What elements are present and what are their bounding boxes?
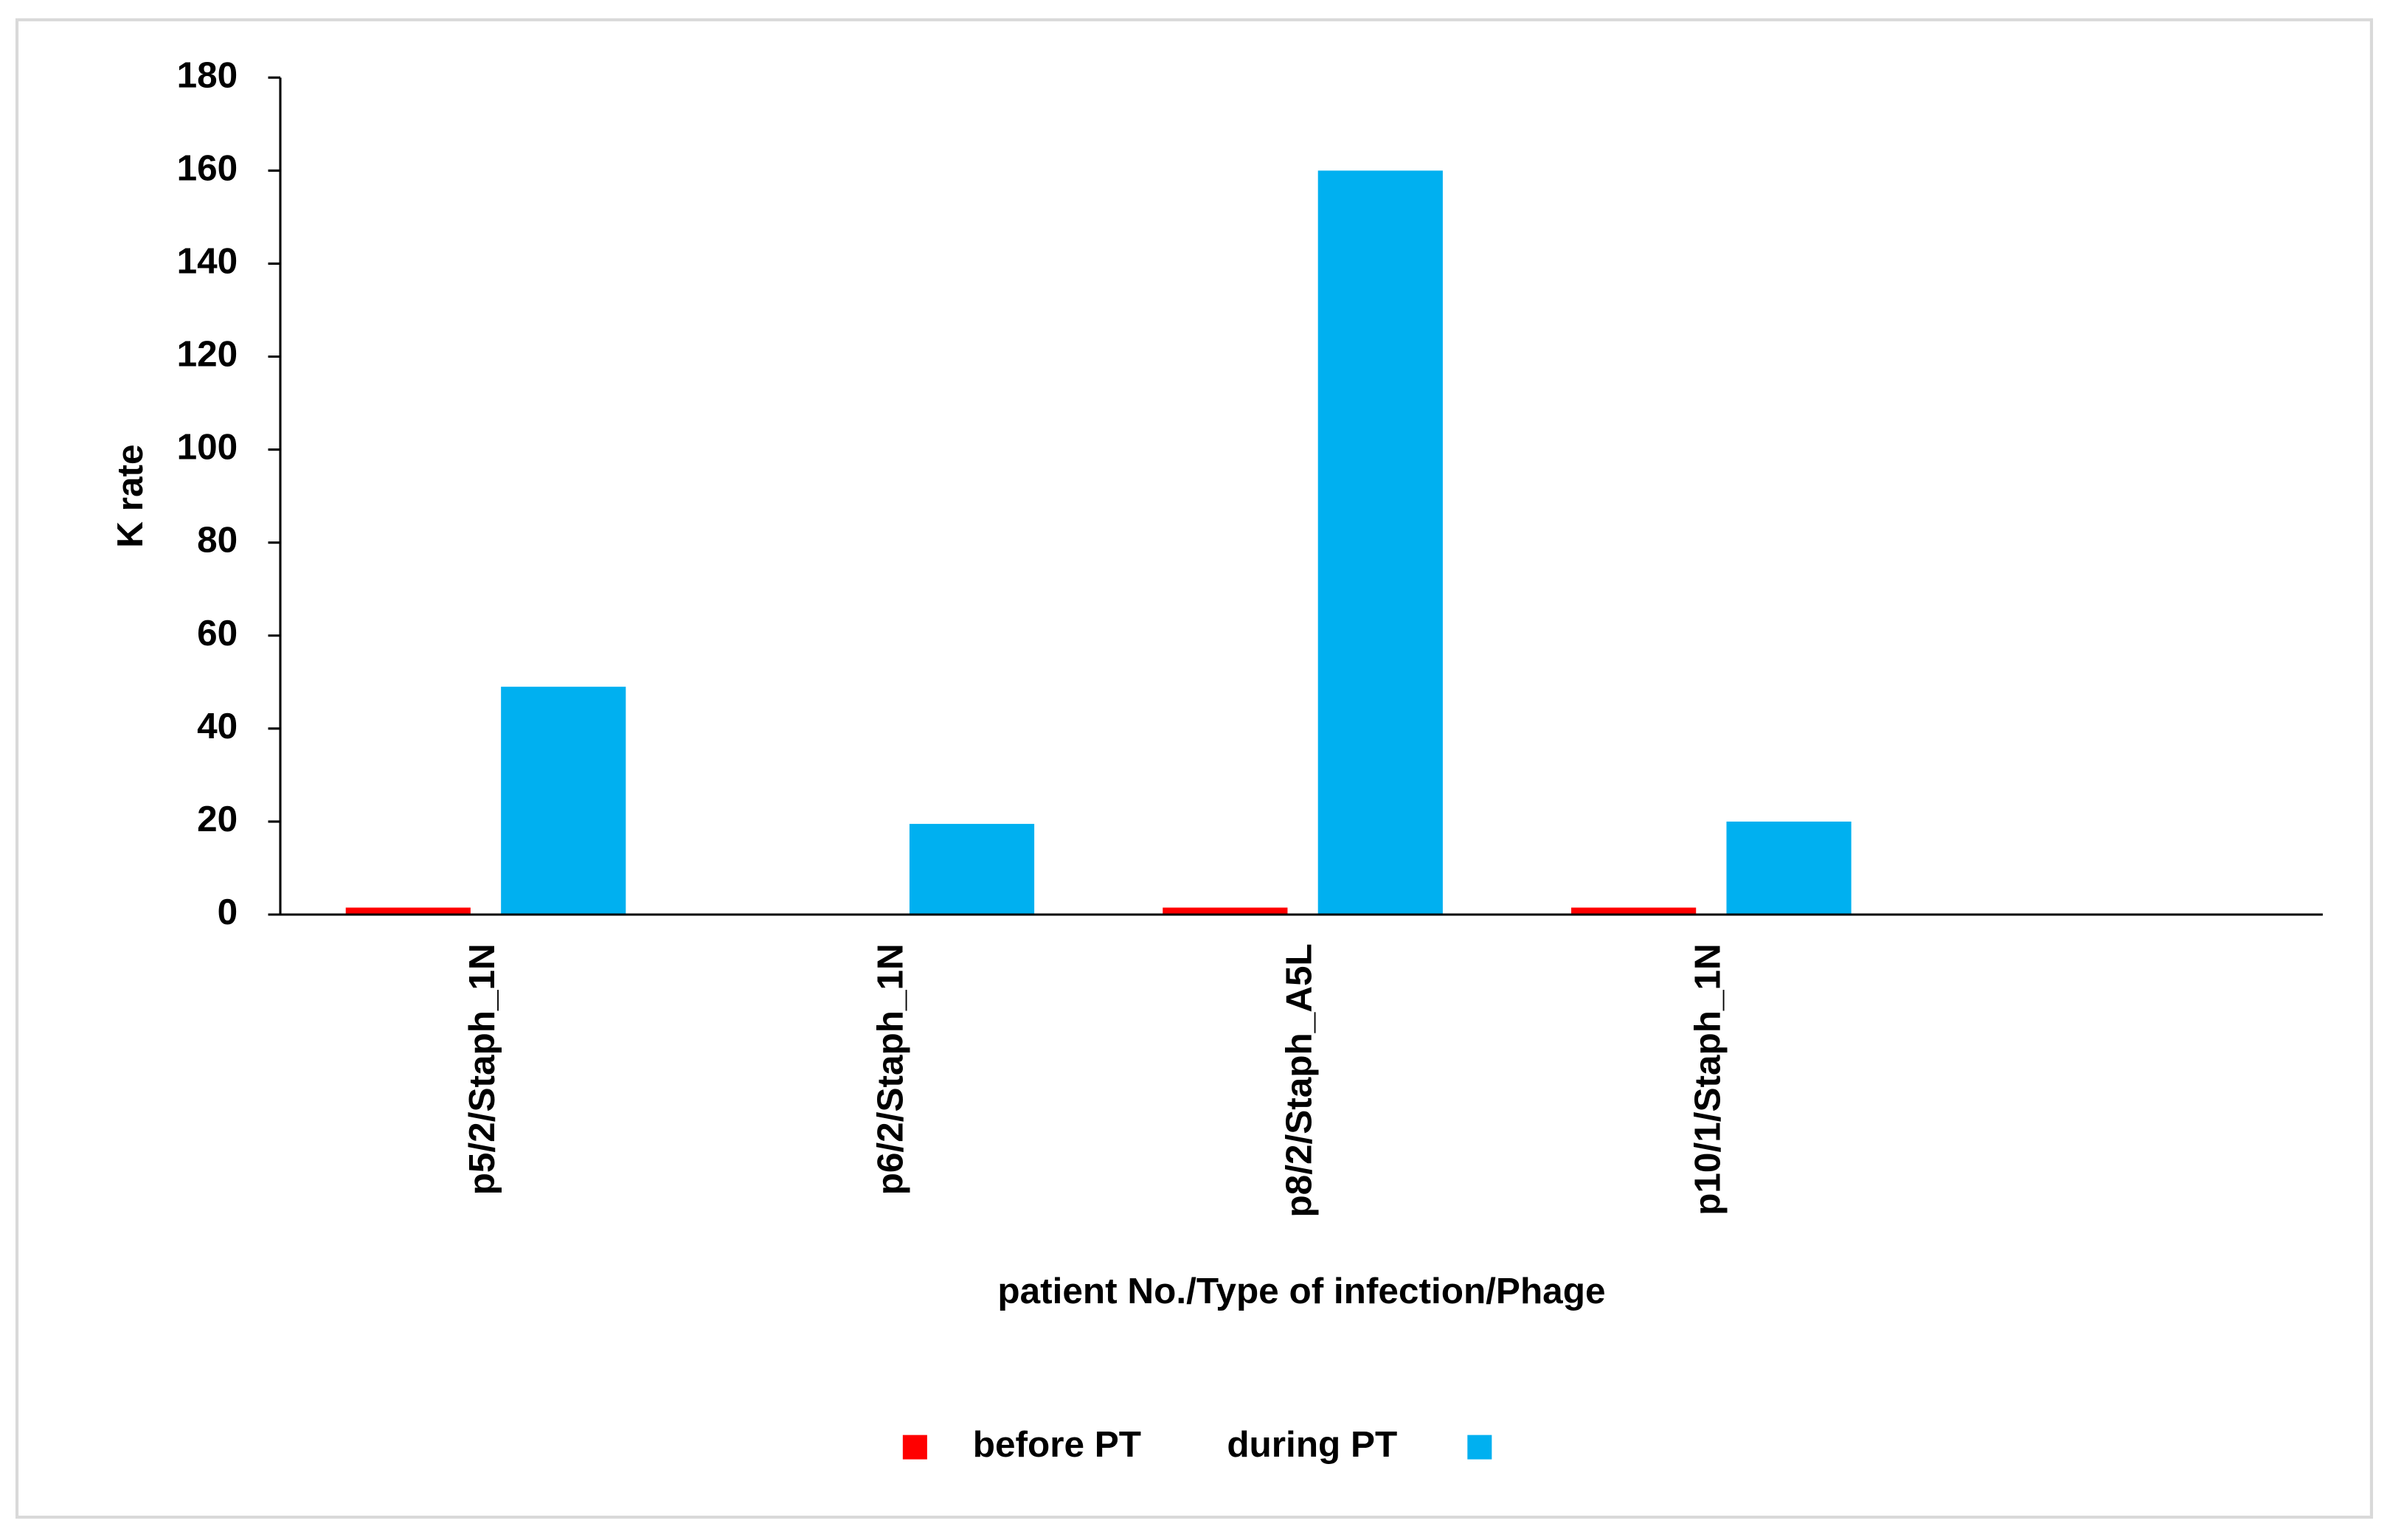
y-tick-label: 0 [218,892,238,932]
legend-label: during PT [1227,1424,1397,1465]
y-tick-label: 140 [177,240,238,281]
y-tick-label: 180 [177,55,238,95]
x-tick-label: p5/2/Staph_1N [462,943,502,1195]
y-tick-label: 40 [197,706,238,746]
y-tick-label: 100 [177,427,238,468]
x-axis-title: patient No./Type of infection/Phage [997,1271,1605,1311]
bar [1726,821,1852,915]
chart-frame [15,18,2373,1519]
bar [1571,907,1697,915]
legend-marker [902,1435,927,1460]
y-tick-label: 80 [197,520,238,561]
legend-label: before PT [973,1424,1141,1465]
x-tick-label: p8/2/Staph_A5L [1279,943,1320,1217]
y-tick-label: 20 [197,799,238,839]
bar [345,907,471,915]
legend-marker [1467,1435,1492,1460]
bar [1163,907,1288,915]
bar [501,687,626,915]
y-tick-label: 120 [177,334,238,375]
y-axis-title: K rate [110,444,150,547]
y-tick-label: 60 [197,613,238,653]
x-tick-label: p10/1/Staph_1N [1687,943,1728,1215]
bar [1317,170,1443,915]
x-tick-label: p6/2/Staph_1N [870,943,911,1195]
bar [909,824,1035,915]
y-tick-label: 160 [177,148,238,188]
